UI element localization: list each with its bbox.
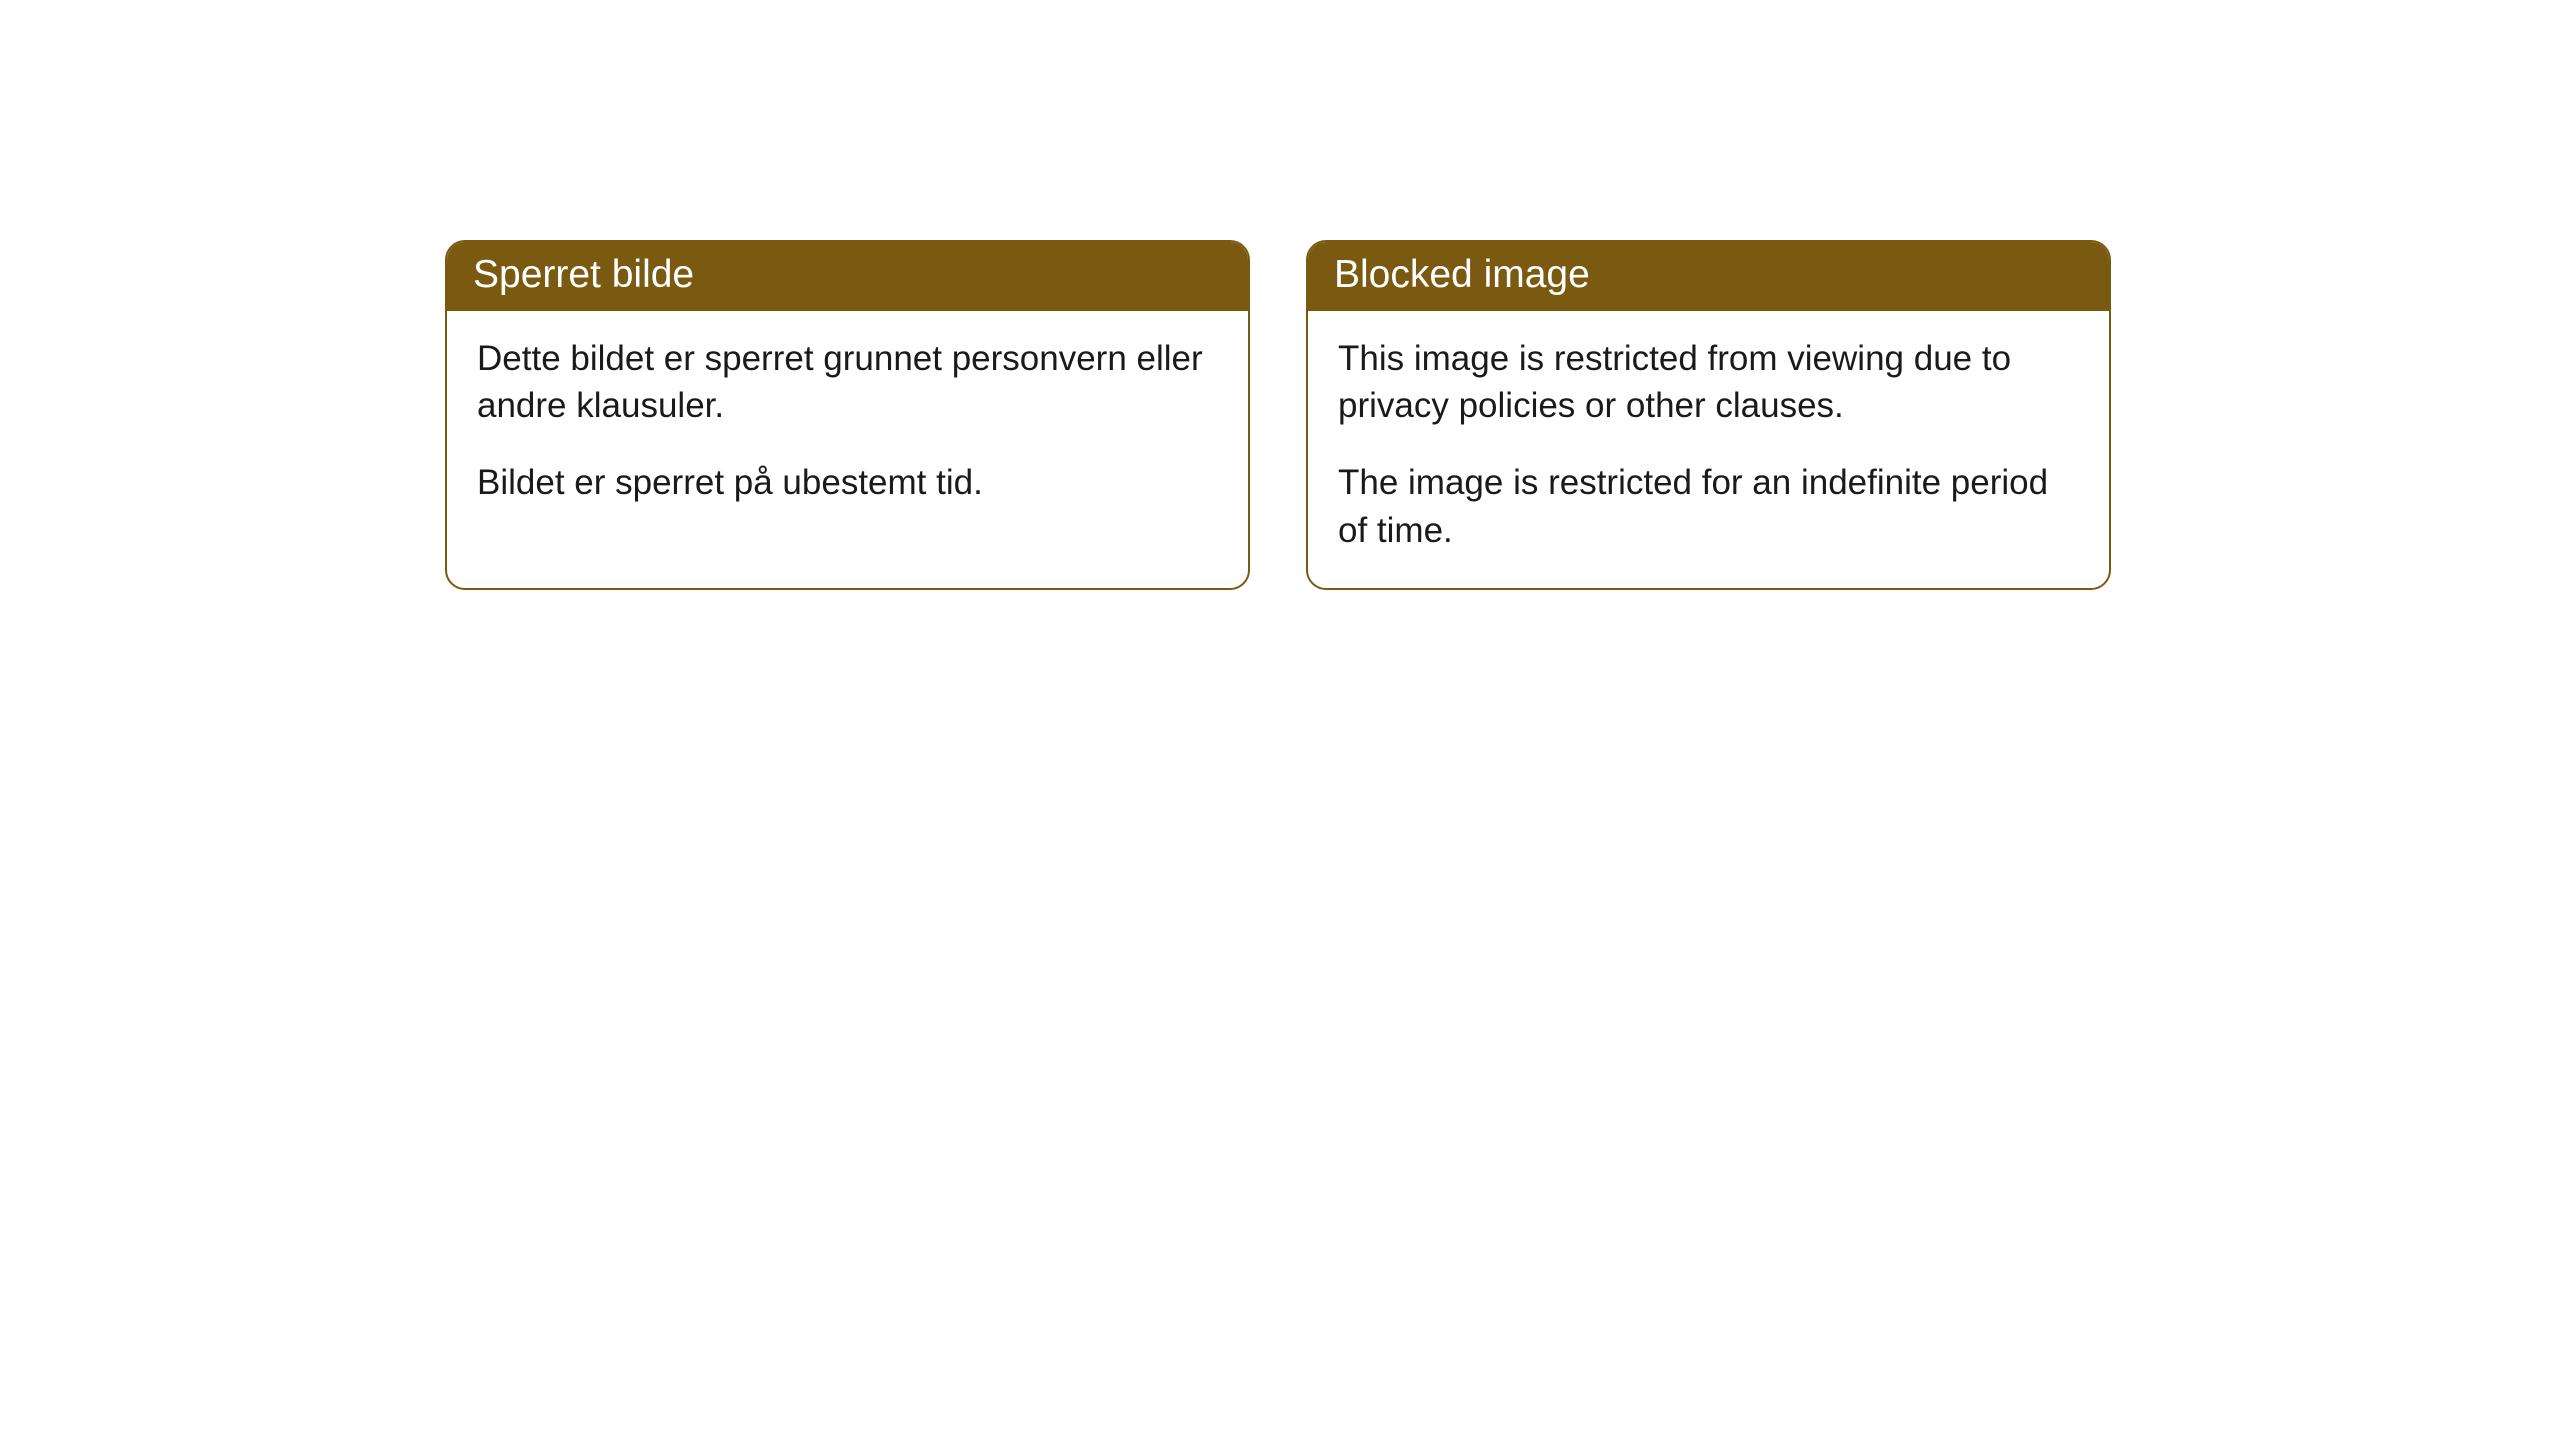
card-title-english: Blocked image bbox=[1308, 242, 2109, 311]
card-body-norwegian: Dette bildet er sperret grunnet personve… bbox=[447, 311, 1248, 541]
card-text-norwegian-2: Bildet er sperret på ubestemt tid. bbox=[477, 459, 1218, 506]
card-title-norwegian: Sperret bilde bbox=[447, 242, 1248, 311]
card-text-english-2: The image is restricted for an indefinit… bbox=[1338, 459, 2079, 554]
blocked-image-card-norwegian: Sperret bilde Dette bildet er sperret gr… bbox=[445, 240, 1250, 590]
blocked-image-card-english: Blocked image This image is restricted f… bbox=[1306, 240, 2111, 590]
card-text-norwegian-1: Dette bildet er sperret grunnet personve… bbox=[477, 335, 1218, 430]
card-text-english-1: This image is restricted from viewing du… bbox=[1338, 335, 2079, 430]
card-body-english: This image is restricted from viewing du… bbox=[1308, 311, 2109, 588]
cards-container: Sperret bilde Dette bildet er sperret gr… bbox=[445, 240, 2111, 590]
